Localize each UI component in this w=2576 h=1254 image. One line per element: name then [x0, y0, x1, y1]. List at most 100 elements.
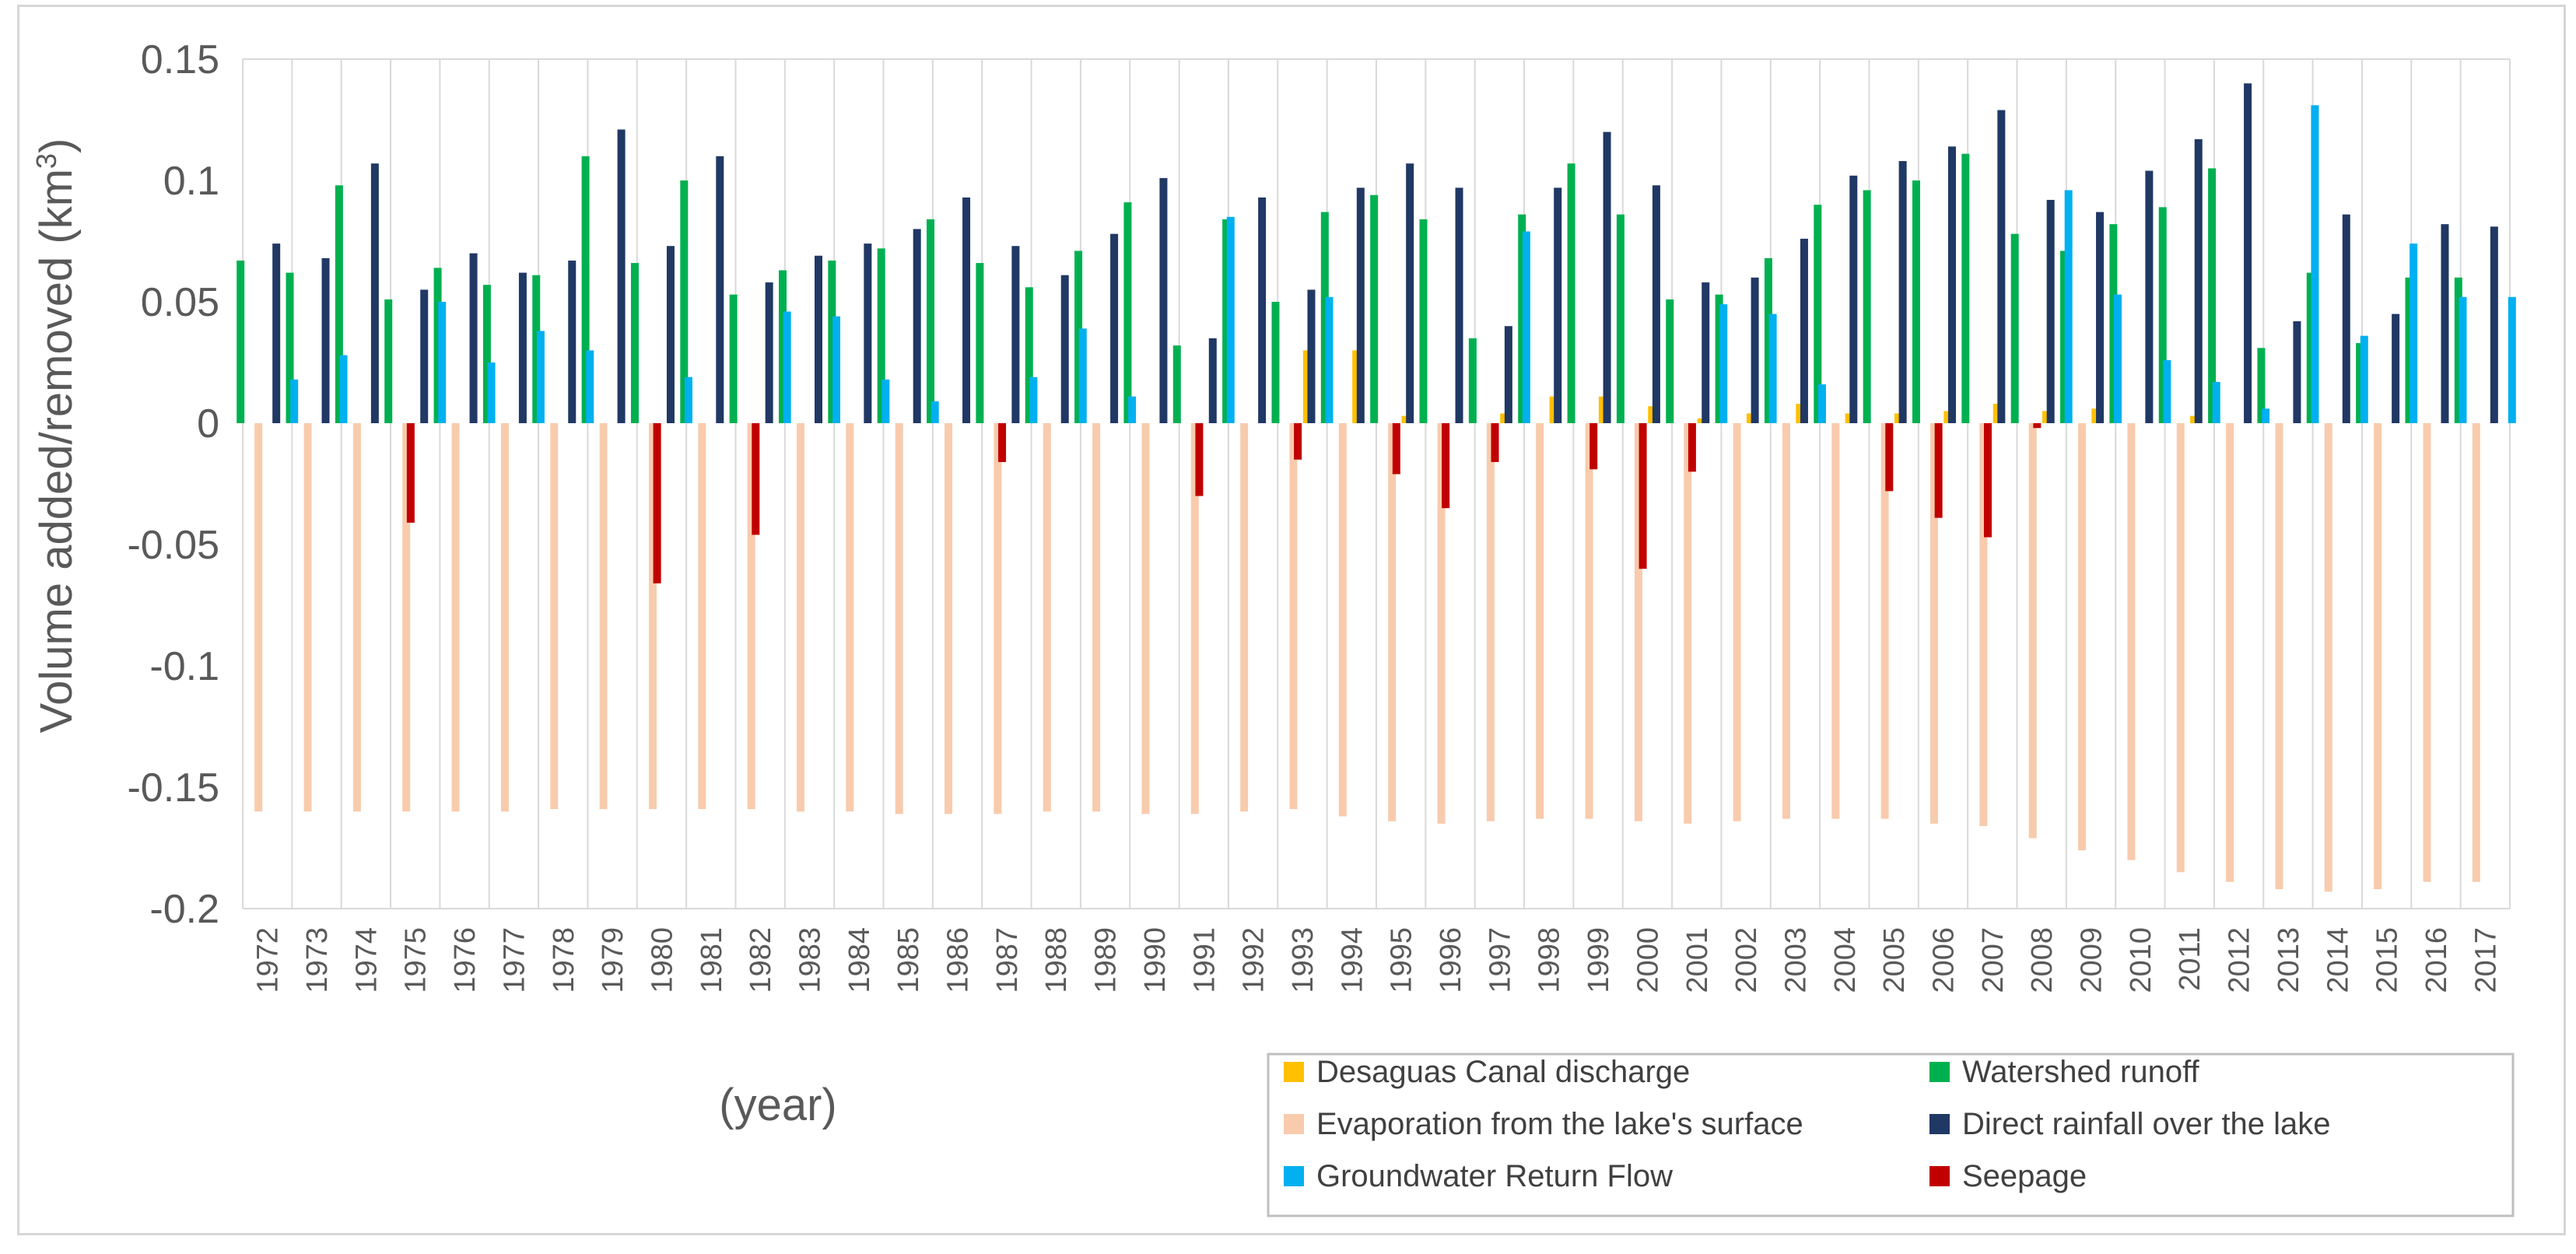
bar [1356, 187, 1365, 424]
bar [2262, 408, 2270, 423]
bar [2194, 138, 2203, 423]
bar [402, 423, 411, 812]
bar [765, 282, 773, 423]
bar [1800, 238, 1808, 423]
legend-swatch [1284, 1062, 1304, 1082]
y-axis: 0.15 0.1 0.05 0 -0.05 -0.1 -0.15 -0.2 [127, 37, 219, 932]
bar [1652, 185, 1660, 424]
bar [1997, 110, 2006, 423]
x-tick-label: 2008 [2026, 927, 2059, 993]
x-tick-label: 1973 [301, 927, 334, 993]
bar [1455, 187, 1463, 424]
bar [1746, 413, 1754, 423]
bar [2064, 190, 2073, 424]
y-tick-label: 0.05 [141, 280, 219, 325]
bar [2392, 314, 2400, 423]
legend-swatch [1284, 1114, 1304, 1134]
bar [2293, 321, 2301, 423]
bar [451, 423, 460, 812]
bar [931, 401, 939, 423]
bar [1930, 423, 1938, 824]
bar [1768, 314, 1777, 423]
bar [1325, 296, 1334, 423]
x-tick-label: 1986 [942, 927, 975, 993]
bar [1598, 396, 1607, 423]
bar [1352, 350, 1361, 423]
bar [1751, 277, 1759, 423]
bar [1302, 350, 1311, 423]
bar [1029, 377, 1038, 423]
bar [1240, 423, 1249, 812]
legend-swatch [1929, 1062, 1950, 1082]
legend-label: Seepage [1962, 1159, 2087, 1193]
bar [1948, 146, 1956, 423]
bar [599, 423, 608, 810]
y-tick-label: -0.15 [127, 765, 219, 811]
bar [1289, 423, 1298, 810]
bar [1486, 423, 1495, 821]
x-axis: 1972 1973 1974 1975 1976 1977 1978 1979 1980 1981… [252, 927, 2503, 993]
bar [1554, 187, 1562, 424]
bar [881, 379, 890, 423]
bar [2306, 272, 2315, 423]
bar [2405, 277, 2413, 423]
bar [1222, 219, 1231, 423]
bar [1984, 423, 1992, 538]
bar [666, 246, 675, 423]
bar [1634, 423, 1642, 821]
bar [1898, 161, 1907, 424]
bar [1060, 275, 1069, 423]
bar [2208, 168, 2217, 423]
bar [532, 275, 541, 423]
bar [1796, 404, 1804, 423]
bar [2190, 415, 2199, 423]
bar [962, 197, 971, 423]
bar [1078, 328, 1087, 423]
bar [1979, 423, 1988, 826]
bar [1849, 175, 1858, 423]
bar [1370, 194, 1379, 423]
x-tick-label: 1988 [1040, 927, 1073, 993]
bar [779, 270, 787, 423]
x-tick-label: 1978 [548, 927, 580, 993]
bar [518, 272, 527, 423]
bar [2226, 423, 2234, 882]
bar [1388, 423, 1397, 821]
bar [1226, 216, 1235, 423]
bar [1110, 233, 1119, 423]
y-tick-label: 0.15 [141, 37, 219, 82]
bar [1764, 257, 1772, 423]
bar [1616, 214, 1624, 423]
bar [2342, 214, 2350, 423]
x-tick-label: 2001 [1681, 927, 1714, 993]
x-tick-label: 1972 [252, 927, 285, 993]
bar [2508, 296, 2516, 423]
bar [630, 263, 639, 423]
bar [998, 423, 1007, 462]
x-tick-label: 2003 [1779, 927, 1812, 993]
bar [1294, 423, 1302, 460]
y-tick-label: 0 [197, 401, 219, 447]
bar [1603, 131, 1611, 423]
chart-frame [17, 5, 2566, 1235]
bar [815, 255, 822, 423]
x-tick-label: 1995 [1386, 927, 1418, 993]
bar [1025, 287, 1033, 423]
bar [2028, 423, 2037, 839]
bar [2176, 423, 2185, 873]
y-axis-title-text: Volume added/removed (km [31, 169, 82, 733]
bar [406, 423, 415, 523]
bar [1518, 214, 1526, 423]
bar [1880, 423, 1889, 819]
bar [2311, 105, 2319, 423]
bar [2033, 423, 2042, 429]
bar [1190, 423, 1199, 814]
bar [716, 156, 724, 424]
bar [482, 285, 491, 423]
y-tick-label: -0.2 [149, 887, 219, 932]
bar [2212, 381, 2220, 423]
x-tick-label: 1976 [449, 927, 482, 993]
bar [846, 423, 854, 812]
bar [1567, 163, 1575, 423]
x-tick-label: 2014 [2322, 927, 2354, 993]
